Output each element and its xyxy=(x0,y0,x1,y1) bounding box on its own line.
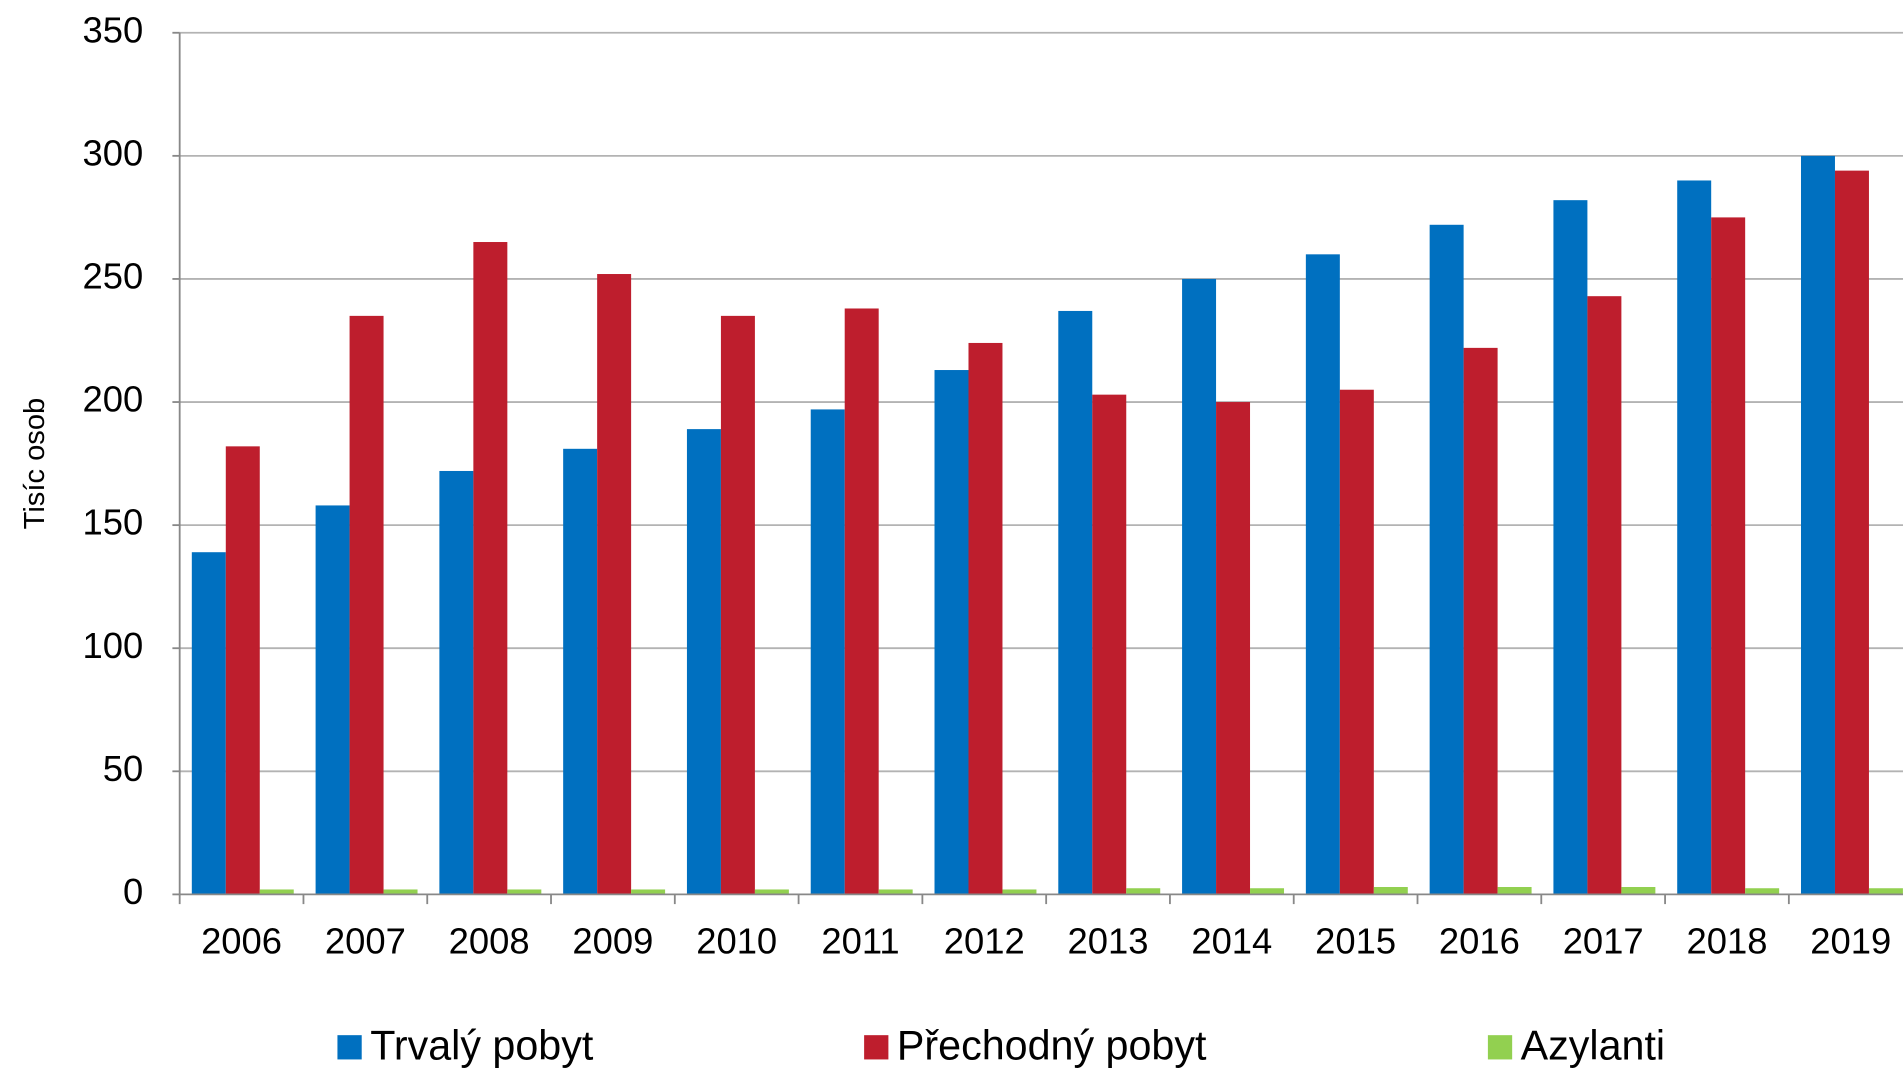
bar xyxy=(1621,887,1656,895)
bar xyxy=(1339,389,1374,895)
bar xyxy=(1711,217,1746,895)
bar xyxy=(473,242,508,895)
bar xyxy=(439,470,474,895)
x-tick-label: 2014 xyxy=(1191,921,1272,962)
bar xyxy=(507,889,542,895)
bar xyxy=(844,308,879,895)
bar xyxy=(1429,224,1464,895)
bar xyxy=(878,889,913,895)
x-tick-label: 2017 xyxy=(1563,921,1644,962)
y-tick-label: 0 xyxy=(123,871,143,912)
bar xyxy=(1677,180,1712,895)
y-tick-label: 50 xyxy=(103,748,143,789)
y-tick-label: 350 xyxy=(83,9,144,50)
bar xyxy=(968,342,1003,895)
y-axis-title: Tisíc osob xyxy=(19,398,51,530)
bar xyxy=(225,446,260,895)
y-tick-label: 150 xyxy=(83,502,144,543)
bar xyxy=(191,552,226,895)
x-tick-label: 2009 xyxy=(572,921,653,962)
bar xyxy=(934,370,969,895)
bar xyxy=(1216,402,1251,895)
bar xyxy=(1305,254,1340,895)
legend-swatch xyxy=(1487,1035,1513,1060)
x-tick-label: 2012 xyxy=(944,921,1025,962)
bar xyxy=(1587,296,1622,895)
x-tick-label: 2007 xyxy=(325,921,406,962)
bar xyxy=(1002,889,1037,895)
bar xyxy=(259,889,294,895)
x-tick-label: 2010 xyxy=(696,921,777,962)
legend-label: Trvalý pobyt xyxy=(370,1022,594,1068)
bar xyxy=(1463,347,1498,895)
bar xyxy=(597,274,632,895)
bar xyxy=(315,505,350,895)
legend-label: Azylanti xyxy=(1521,1022,1665,1068)
x-tick-label: 2019 xyxy=(1810,921,1891,962)
bar xyxy=(1745,888,1780,895)
bar xyxy=(1497,887,1532,895)
bar xyxy=(1126,888,1161,895)
bar xyxy=(631,889,666,895)
y-tick-label: 300 xyxy=(83,132,144,173)
bar xyxy=(1553,200,1588,895)
x-tick-label: 2011 xyxy=(821,921,899,962)
x-tick-label: 2018 xyxy=(1686,921,1767,962)
bar xyxy=(1834,170,1869,895)
x-tick-label: 2015 xyxy=(1315,921,1396,962)
bar xyxy=(754,889,789,895)
legend-swatch xyxy=(337,1035,362,1060)
y-tick-label: 100 xyxy=(83,625,144,666)
bar xyxy=(383,889,418,895)
x-tick-label: 2013 xyxy=(1068,921,1149,962)
bar xyxy=(1092,394,1127,895)
x-tick-label: 2006 xyxy=(201,921,282,962)
bar xyxy=(1800,155,1835,895)
legend-swatch xyxy=(864,1035,889,1060)
bar xyxy=(686,429,721,895)
bar xyxy=(1868,888,1903,895)
bar xyxy=(1182,278,1217,895)
x-tick-label: 2016 xyxy=(1439,921,1520,962)
bar xyxy=(720,315,755,895)
bar xyxy=(1373,887,1408,895)
bar xyxy=(1250,888,1285,895)
y-tick-label: 250 xyxy=(83,256,144,297)
bar xyxy=(1058,310,1093,895)
bar xyxy=(349,315,384,895)
x-tick-label: 2008 xyxy=(449,921,530,962)
y-tick-label: 200 xyxy=(83,379,144,420)
bar xyxy=(563,448,598,895)
legend-label: Přechodný pobyt xyxy=(897,1022,1207,1068)
bar xyxy=(810,409,845,895)
